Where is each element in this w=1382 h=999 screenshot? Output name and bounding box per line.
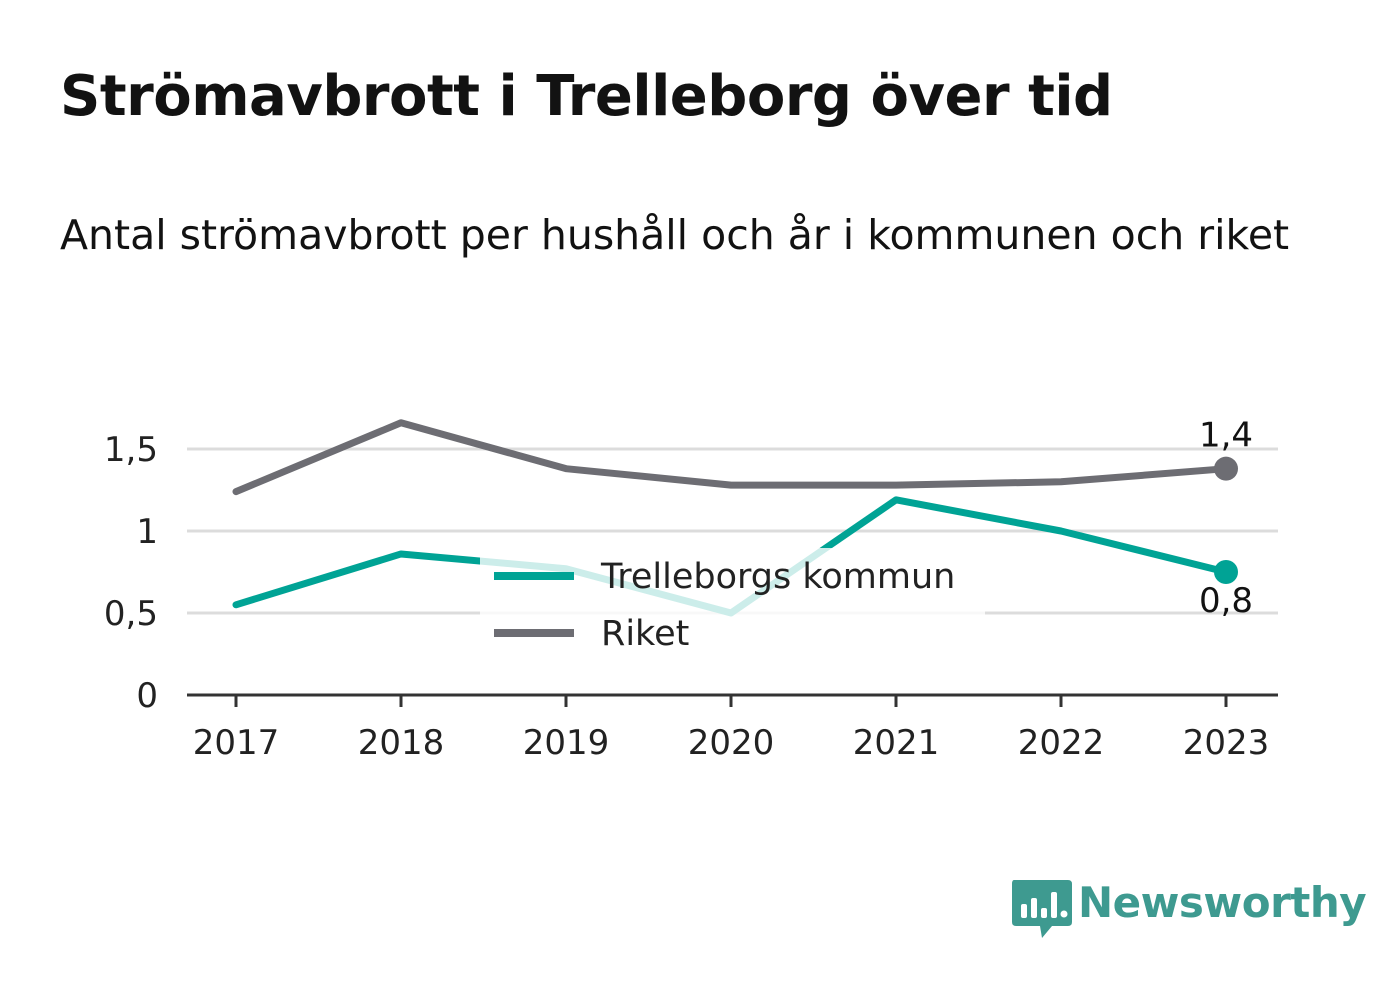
legend-label: Riket bbox=[601, 614, 689, 654]
series-end-marker bbox=[1214, 456, 1238, 481]
chart-subtitle: Antal strömavbrott per hushåll och år i … bbox=[60, 211, 1290, 259]
x-tick-label: 2020 bbox=[688, 723, 775, 763]
x-tick-label: 2021 bbox=[853, 723, 940, 763]
y-tick-label: 0,5 bbox=[104, 594, 158, 634]
legend-label: Trelleborgs kommun bbox=[600, 557, 955, 597]
x-tick-label: 2022 bbox=[1018, 723, 1105, 763]
x-tick-label: 2017 bbox=[193, 723, 280, 763]
y-tick-label: 1,5 bbox=[104, 430, 158, 470]
x-tick-label: 2018 bbox=[358, 723, 445, 763]
x-axis: 2017 2018 2019 2020 2021 2022 2023 bbox=[187, 693, 1278, 763]
series-end-value-label: 0,8 bbox=[1199, 581, 1253, 621]
series-end-labels: 0,8 1,4 bbox=[1199, 416, 1253, 621]
brand-name: Newsworthy bbox=[1078, 878, 1367, 927]
legend-background bbox=[480, 548, 985, 666]
series-end-value-label: 1,4 bbox=[1199, 416, 1253, 456]
series-line-riket bbox=[232, 419, 1230, 496]
y-tick-label: 0 bbox=[136, 676, 158, 716]
legend: Trelleborgs kommun Riket bbox=[480, 548, 985, 666]
x-tick-label: 2023 bbox=[1183, 723, 1270, 763]
y-tick-label: 1 bbox=[136, 512, 158, 552]
chart-title: Strömavbrott i Trelleborg över tid bbox=[60, 64, 1113, 129]
series-end-marker bbox=[1214, 560, 1238, 584]
newsworthy-chart-icon bbox=[1012, 880, 1072, 938]
x-tick-label: 2019 bbox=[523, 723, 610, 763]
y-axis-ticks: 0 0,5 1 1,5 bbox=[104, 430, 158, 716]
